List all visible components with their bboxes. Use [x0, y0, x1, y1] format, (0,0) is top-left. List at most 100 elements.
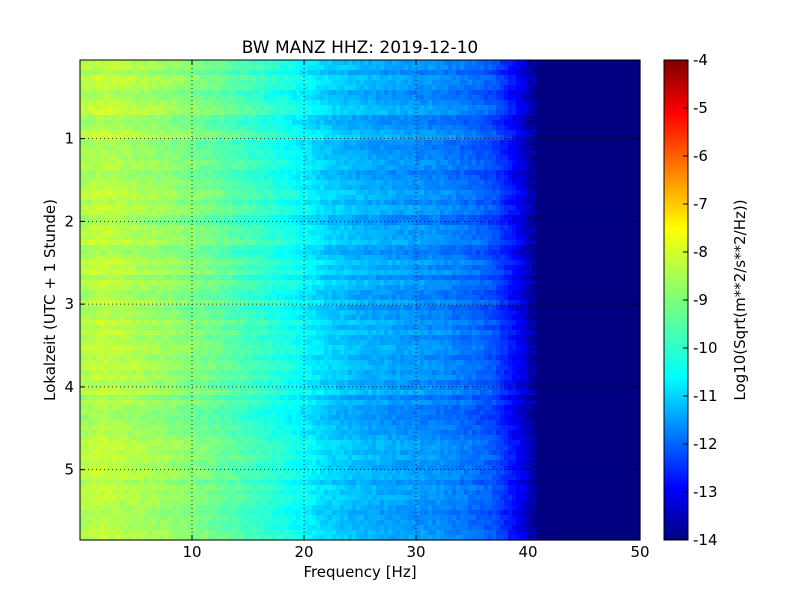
heatmap-cell: [104, 200, 109, 206]
heatmap-cell: [228, 365, 233, 371]
heatmap-cell: [208, 230, 213, 236]
heatmap-cell: [148, 325, 153, 331]
heatmap-cell: [236, 395, 241, 401]
heatmap-cell: [140, 345, 145, 351]
heatmap-cell: [268, 435, 273, 441]
heatmap-cell: [136, 90, 141, 96]
heatmap-cell: [88, 105, 93, 111]
heatmap-cell: [96, 265, 101, 271]
heatmap-cell: [120, 365, 125, 371]
heatmap-cell: [288, 75, 293, 81]
heatmap-cell: [164, 140, 169, 146]
heatmap-cell: [120, 95, 125, 101]
heatmap-cell: [240, 355, 245, 361]
heatmap-cell: [212, 75, 217, 81]
heatmap-cell: [264, 495, 269, 501]
heatmap-cell: [132, 535, 137, 541]
heatmap-cell: [244, 475, 249, 481]
heatmap-cell: [172, 90, 177, 96]
heatmap-cell: [84, 250, 89, 256]
heatmap-cell: [136, 405, 141, 411]
heatmap-cell: [124, 95, 129, 101]
heatmap-cell: [84, 115, 89, 121]
heatmap-cell: [212, 505, 217, 511]
heatmap-cell: [284, 140, 289, 146]
heatmap-cell: [260, 205, 265, 211]
heatmap-cell: [124, 130, 129, 136]
heatmap-cell: [256, 120, 261, 126]
heatmap-cell: [120, 505, 125, 511]
heatmap-cell: [200, 290, 205, 296]
heatmap-cell: [112, 160, 117, 166]
heatmap-cell: [268, 105, 273, 111]
heatmap-cell: [228, 370, 233, 376]
heatmap-cell: [132, 460, 137, 466]
heatmap-cell: [172, 305, 177, 311]
heatmap-cell: [284, 485, 289, 491]
heatmap-cell: [232, 365, 237, 371]
heatmap-cell: [216, 505, 221, 511]
heatmap-cell: [220, 65, 225, 71]
heatmap-cell: [228, 420, 233, 426]
heatmap-cell: [280, 405, 285, 411]
heatmap-cell: [180, 85, 185, 91]
heatmap-cell: [208, 120, 213, 126]
heatmap-cell: [192, 125, 197, 131]
heatmap-cell: [128, 185, 133, 191]
heatmap-cell: [152, 495, 157, 501]
heatmap-cell: [124, 325, 129, 331]
heatmap-cell: [240, 455, 245, 461]
heatmap-cell: [116, 340, 121, 346]
heatmap-cell: [116, 210, 121, 216]
heatmap-cell: [208, 430, 213, 436]
heatmap-cell: [160, 390, 165, 396]
heatmap-cell: [272, 375, 277, 381]
heatmap-cell: [196, 325, 201, 331]
heatmap-cell: [188, 340, 193, 346]
heatmap-cell: [264, 150, 269, 156]
heatmap-cell: [112, 70, 117, 76]
heatmap-cell: [204, 60, 209, 66]
heatmap-cell: [116, 200, 121, 206]
heatmap-cell: [168, 465, 173, 471]
heatmap-cell: [208, 345, 213, 351]
heatmap-cell: [140, 390, 145, 396]
heatmap-cell: [256, 200, 261, 206]
heatmap-cell: [156, 65, 161, 71]
heatmap-cell: [200, 80, 205, 86]
heatmap-cell: [248, 345, 253, 351]
heatmap-cell: [100, 290, 105, 296]
heatmap-cell: [92, 355, 97, 361]
heatmap-cell: [80, 395, 85, 401]
heatmap-cell: [276, 290, 281, 296]
heatmap-cell: [148, 480, 153, 486]
heatmap-cell: [88, 90, 93, 96]
heatmap-cell: [204, 475, 209, 481]
heatmap-cell: [284, 190, 289, 196]
heatmap-cell: [240, 205, 245, 211]
heatmap-cell: [212, 450, 217, 456]
heatmap-cell: [188, 435, 193, 441]
heatmap-cell: [268, 125, 273, 131]
heatmap-cell: [124, 395, 129, 401]
heatmap-cell: [216, 180, 221, 186]
heatmap-cell: [224, 345, 229, 351]
heatmap-cell: [196, 225, 201, 231]
heatmap-cell: [80, 385, 85, 391]
heatmap-cell: [160, 165, 165, 171]
heatmap-cell: [164, 210, 169, 216]
heatmap-cell: [196, 320, 201, 326]
heatmap-cell: [256, 375, 261, 381]
heatmap-cell: [200, 475, 205, 481]
heatmap-cell: [84, 255, 89, 261]
heatmap-cell: [240, 215, 245, 221]
heatmap-cell: [228, 355, 233, 361]
heatmap-cell: [188, 270, 193, 276]
heatmap-cell: [132, 285, 137, 291]
heatmap-cell: [252, 80, 257, 86]
heatmap-cell: [132, 380, 137, 386]
heatmap-cell: [272, 305, 277, 311]
heatmap-cell: [232, 190, 237, 196]
heatmap-cell: [276, 460, 281, 466]
heatmap-cell: [252, 100, 257, 106]
